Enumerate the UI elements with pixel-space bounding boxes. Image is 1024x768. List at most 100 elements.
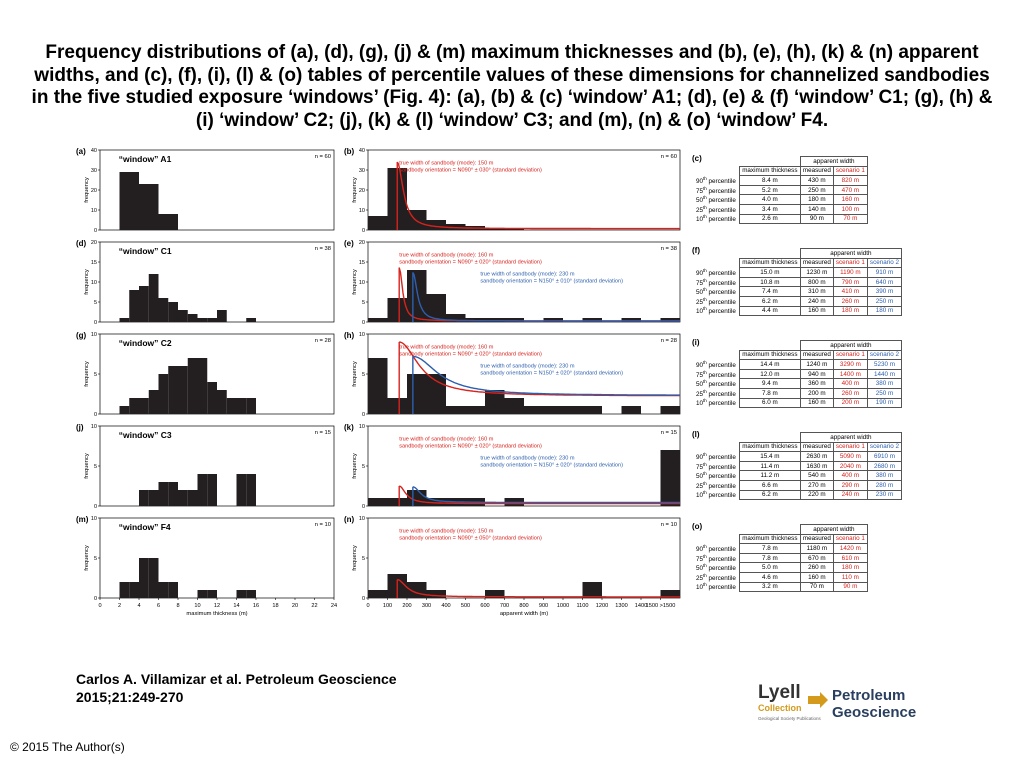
x-tick-label: 22 [311, 603, 317, 609]
group-header: apparent width [799, 156, 868, 167]
y-tick-label: 5 [362, 556, 365, 562]
row-label: 75th percentile [694, 461, 740, 471]
bar [207, 590, 217, 598]
table-cell: 7.8 m [738, 543, 801, 554]
blue-curve [412, 272, 680, 322]
table-row: 25th percentile 4.6 m 160 m 110 m [694, 571, 868, 583]
y-tick-label: 0 [94, 412, 97, 418]
y-tick-label: 20 [91, 240, 97, 246]
y-tick-label: 5 [362, 372, 365, 378]
annotation-blue: sandbody orientation = N150° ± 010° (sta… [480, 279, 623, 285]
logo-journal: Petroleum Geoscience [832, 687, 917, 721]
bar [368, 358, 388, 414]
panel-label: (k) [344, 424, 354, 432]
bar [148, 490, 159, 506]
citation: Carlos A. Villamizar et al. Petroleum Ge… [76, 670, 496, 706]
column-header: scenario 1 [832, 257, 868, 269]
y-axis-label: frequency [84, 453, 90, 479]
table-cell: 180 m [832, 305, 868, 317]
table-cell: 110 m [832, 571, 868, 583]
logo-collection: Collection [758, 703, 802, 713]
bar [139, 490, 149, 506]
y-tick-label: 5 [94, 300, 97, 306]
table-cell: 70 m [799, 581, 834, 593]
table-cell: 260 m [799, 562, 834, 573]
table-cell: 2040 m [832, 460, 868, 472]
histogram-g: 0 5 10 frequency n = 28 “window” C2 (g) [76, 332, 335, 418]
y-tick-label: 10 [359, 424, 365, 430]
bar [426, 294, 446, 322]
y-tick-label: 30 [359, 168, 365, 174]
x-tick-label: 900 [539, 603, 548, 609]
y-axis-label: frequency [84, 545, 90, 571]
table-row: 25th percentile 6.2 m 240 m 260 m 250 m [694, 295, 902, 307]
x-axis-label: apparent width (m) [500, 611, 548, 617]
bar [621, 318, 641, 322]
n-label: n = 60 [661, 154, 677, 160]
logo-lyell: Lyell [758, 682, 801, 703]
row-label: 10th percentile [694, 582, 740, 592]
y-tick-label: 5 [94, 556, 97, 562]
table-cell: 15.0 m [738, 267, 801, 278]
table-row: 50th percentile 9.4 m 360 m 400 m 380 m [694, 378, 902, 389]
row-label: 50th percentile [694, 286, 740, 297]
bar [207, 382, 217, 414]
y-axis-label: frequency [352, 361, 358, 387]
annotation-blue: true width of sandbody (mode): 230 m [480, 364, 575, 370]
table-cell: 11.2 m [738, 470, 801, 481]
histogram-d: 0 5 10 15 20 frequency n = 38 “window” C1 (d) [76, 240, 335, 326]
table-cell: 430 m [799, 175, 834, 186]
table-cell: 1190 m [832, 267, 868, 278]
table-cell: 270 m [799, 479, 834, 491]
table-cell: 540 m [799, 470, 834, 481]
y-tick-label: 0 [94, 504, 97, 510]
x-tick-label: 20 [292, 603, 298, 609]
y-tick-label: 5 [362, 300, 365, 306]
panel-label: (o) [692, 522, 703, 531]
x-tick-label: 16 [253, 603, 259, 609]
bar [660, 406, 680, 414]
annotation-blue: sandbody orientation = N150° ± 020° (sta… [480, 463, 623, 469]
table-cell: 910 m [866, 267, 902, 278]
bar [368, 216, 388, 230]
x-tick-label: 1400 [635, 603, 647, 609]
table-cell: 11.4 m [738, 460, 801, 472]
bar [236, 398, 247, 414]
y-tick-label: 0 [94, 596, 97, 602]
bar [119, 582, 130, 598]
y-tick-label: 20 [359, 240, 365, 246]
column-header: scenario 1 [832, 441, 868, 453]
table-cell: 640 m [866, 276, 902, 288]
y-tick-label: 10 [91, 424, 97, 430]
bar [407, 374, 427, 414]
y-tick-label: 5 [362, 464, 365, 470]
window-label: “window” A1 [119, 154, 172, 164]
bar [139, 286, 149, 322]
x-axis-label: maximum thickness (m) [186, 611, 247, 617]
bar [207, 474, 217, 506]
bar [426, 220, 446, 230]
annotation-red: true width of sandbody (mode): 160 m [399, 252, 494, 258]
table-row: 75th percentile 5.2 m 250 m 470 m [694, 184, 868, 196]
table-cell: 4.0 m [738, 194, 801, 205]
bar [158, 482, 169, 506]
x-tick-label: 1000 [557, 603, 569, 609]
bar [139, 184, 159, 230]
histogram-j: 0 5 10 frequency n = 15 “window” C3 (j) [76, 424, 335, 510]
table-cell: 670 m [799, 552, 834, 564]
table-cell: 3.4 m [738, 203, 801, 215]
annotation-red: sandbody orientation = N090° ± 020° (sta… [399, 351, 542, 357]
y-tick-label: 0 [94, 320, 97, 326]
column-header: maximum thickness [738, 349, 801, 361]
x-tick-label: 12 [214, 603, 220, 609]
column-header: scenario 2 [866, 349, 902, 361]
bar [168, 302, 178, 322]
row-label: 10th percentile [694, 214, 740, 224]
y-tick-label: 15 [91, 260, 97, 266]
bar [197, 590, 208, 598]
table-row: 90th percentile 15.0 m 1230 m 1190 m 910 m [694, 267, 902, 278]
x-tick-label: 400 [441, 603, 450, 609]
x-tick-label: 1500 >1500 [646, 603, 676, 609]
histogram-n: true width of sandbody (mode): 150 msand… [344, 516, 681, 617]
table-cell: 180 m [866, 305, 902, 317]
